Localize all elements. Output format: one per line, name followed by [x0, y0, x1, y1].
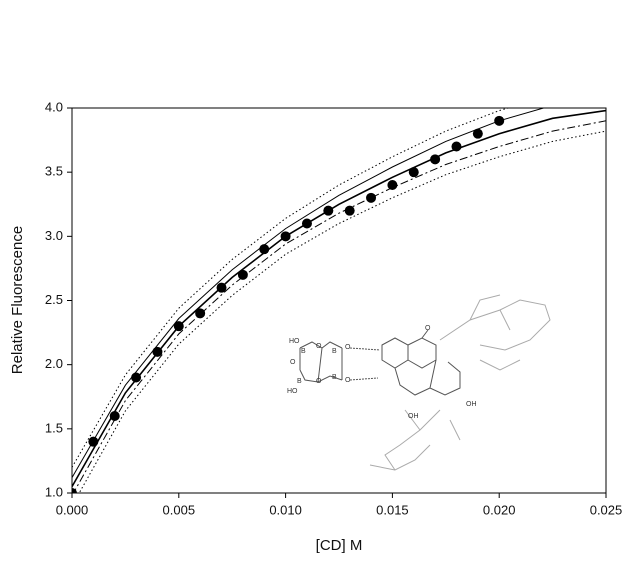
- atom-label: OH: [408, 413, 419, 420]
- y-tick-label: 3.5: [45, 164, 63, 179]
- data-point: [366, 192, 377, 203]
- plot-area: [72, 108, 606, 493]
- data-point: [237, 269, 248, 280]
- atom-label: HO: [289, 338, 300, 345]
- y-axis-label: Relative Fluorescence: [9, 226, 26, 374]
- data-point: [387, 180, 398, 190]
- atom-label: O: [290, 359, 296, 366]
- y-tick-label: 2.0: [45, 356, 63, 371]
- atom-label: O: [316, 378, 322, 385]
- fit-curve: [78, 130, 606, 493]
- atom-label: B: [332, 374, 337, 381]
- atom-label: HO: [287, 388, 298, 395]
- atom-label: OH: [466, 401, 477, 408]
- data-point: [195, 308, 206, 319]
- plot-frame: [71, 107, 607, 494]
- data-point: [109, 411, 120, 421]
- atom-label: O: [316, 343, 322, 350]
- x-tick-label: 0.015: [376, 502, 409, 517]
- molecule-inset: HO B O B O O B O B O HO O OH OH: [287, 294, 551, 471]
- fit-curve: [72, 109, 606, 487]
- y-tick-label: 2.5: [45, 292, 63, 307]
- y-tick-label: 4.0: [45, 99, 63, 114]
- fit-curve: [72, 108, 511, 468]
- atom-label: O: [345, 344, 351, 351]
- atom-label: B: [301, 348, 306, 355]
- x-tick-label: 0.005: [163, 502, 196, 517]
- fit-curve: [72, 108, 546, 478]
- x-tick-label: 0.000: [56, 502, 89, 517]
- atom-label: B: [332, 348, 337, 355]
- y-tick-label: 3.0: [45, 228, 63, 243]
- y-tick-label: 1.5: [45, 420, 63, 435]
- x-tick-label: 0.020: [483, 502, 516, 517]
- data-point: [472, 128, 483, 139]
- atom-label: O: [425, 325, 431, 332]
- data-point: [408, 167, 419, 178]
- atom-label: O: [345, 377, 351, 384]
- data-point: [344, 205, 355, 216]
- atom-label: B: [297, 378, 302, 385]
- x-tick-label: 0.025: [590, 502, 623, 517]
- fit-curve: [72, 120, 606, 493]
- x-tick-label: 0.010: [269, 502, 302, 517]
- x-axis-label: [CD] M: [316, 537, 363, 554]
- y-tick-label: 1.0: [45, 484, 63, 499]
